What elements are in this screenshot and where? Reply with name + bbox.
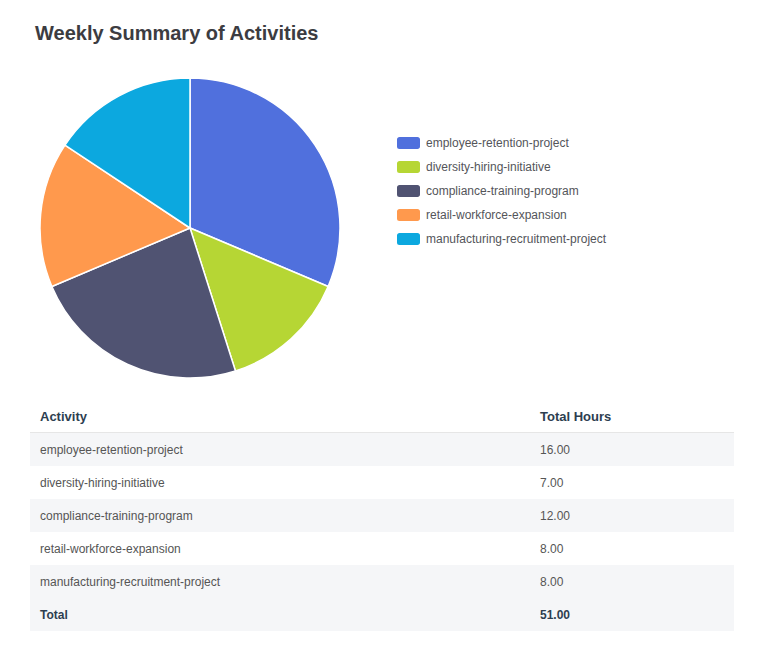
svg-text:Weekly Summary of Activities: Weekly Summary of Activities — [35, 22, 318, 44]
svg-text:7.00: 7.00 — [540, 476, 564, 490]
svg-text:diversity-hiring-initiative: diversity-hiring-initiative — [426, 160, 551, 174]
svg-text:Total Hours: Total Hours — [540, 409, 611, 424]
svg-text:retail-workforce-expansion: retail-workforce-expansion — [40, 542, 181, 556]
svg-text:51.00: 51.00 — [540, 608, 570, 622]
svg-text:employee-retention-project: employee-retention-project — [426, 136, 569, 150]
svg-text:retail-workforce-expansion: retail-workforce-expansion — [426, 208, 567, 222]
svg-text:Total: Total — [40, 608, 68, 622]
svg-text:8.00: 8.00 — [540, 542, 564, 556]
svg-text:Activity: Activity — [40, 409, 88, 424]
svg-text:12.00: 12.00 — [540, 509, 570, 523]
svg-text:manufacturing-recruitment-proj: manufacturing-recruitment-project — [426, 232, 607, 246]
svg-text:8.00: 8.00 — [540, 575, 564, 589]
svg-text:compliance-training-program: compliance-training-program — [40, 509, 193, 523]
svg-text:diversity-hiring-initiative: diversity-hiring-initiative — [40, 476, 165, 490]
svg-text:employee-retention-project: employee-retention-project — [40, 443, 183, 457]
svg-text:manufacturing-recruitment-proj: manufacturing-recruitment-project — [40, 575, 221, 589]
svg-text:16.00: 16.00 — [540, 443, 570, 457]
svg-text:compliance-training-program: compliance-training-program — [426, 184, 579, 198]
